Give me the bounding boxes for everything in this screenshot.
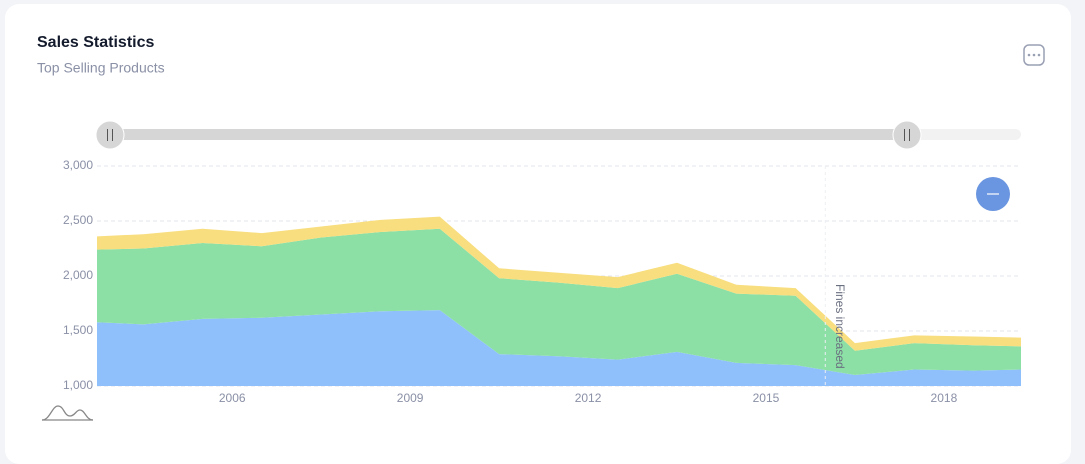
area [97,216,1021,351]
subtitle: Top Selling Products [37,60,165,76]
handle-grip [904,129,910,141]
handle-grip [107,129,113,141]
zoom-out-button[interactable] [976,177,1010,211]
handle[interactable] [95,120,125,150]
range-selection[interactable] [110,129,907,140]
x-tick-label: 2018 [931,391,958,405]
menu-dot [1027,53,1031,57]
y-tick-label: 2,500 [63,213,93,227]
x-tick-label: 2015 [753,391,780,405]
menu-dot [1037,53,1041,57]
menu-button[interactable] [1023,44,1045,66]
page: Sales Statistics Top Selling Products 1,… [5,4,1071,464]
chart: Sales Statistics Top Selling Products 1,… [37,34,1045,421]
menu-dot [1032,53,1036,57]
range-handle[interactable] [892,120,922,150]
y-tick-label: 1,000 [63,378,93,392]
area [97,310,1021,386]
title: Sales Statistics [37,34,155,51]
x-tick-label: 2009 [397,391,424,405]
menu-frame[interactable] [1023,44,1045,66]
annotation-label: Fines increased [833,284,847,369]
area [97,228,1021,375]
x-tick-label: 2012 [575,391,602,405]
handle[interactable] [892,120,922,150]
range-handle[interactable] [95,120,125,150]
y-tick-label: 3,000 [63,158,93,172]
y-tick-label: 2,000 [63,268,93,282]
y-tick-label: 1,500 [63,323,93,337]
minimap-icon [41,405,94,421]
x-tick-label: 2006 [219,391,246,405]
